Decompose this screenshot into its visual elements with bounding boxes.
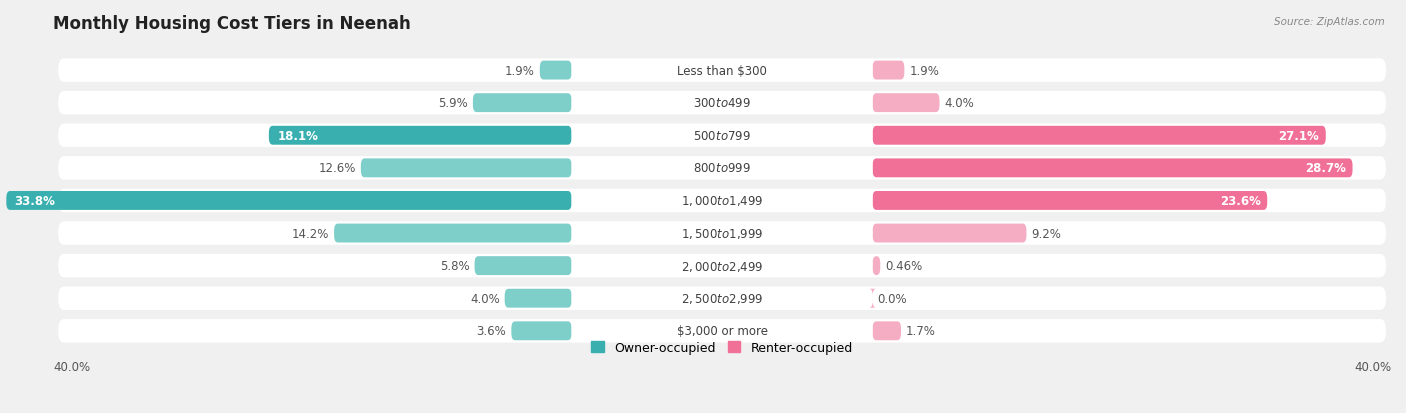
FancyBboxPatch shape bbox=[873, 62, 904, 81]
FancyBboxPatch shape bbox=[572, 62, 873, 81]
Text: 12.6%: 12.6% bbox=[318, 162, 356, 175]
FancyBboxPatch shape bbox=[869, 289, 876, 308]
FancyBboxPatch shape bbox=[873, 192, 1267, 210]
Text: Monthly Housing Cost Tiers in Neenah: Monthly Housing Cost Tiers in Neenah bbox=[53, 15, 411, 33]
FancyBboxPatch shape bbox=[572, 224, 873, 243]
Text: 4.0%: 4.0% bbox=[945, 97, 974, 110]
Text: $300 to $499: $300 to $499 bbox=[693, 97, 751, 110]
Text: 28.7%: 28.7% bbox=[1305, 162, 1346, 175]
FancyBboxPatch shape bbox=[472, 94, 572, 113]
Text: 4.0%: 4.0% bbox=[470, 292, 499, 305]
FancyBboxPatch shape bbox=[58, 124, 1386, 147]
FancyBboxPatch shape bbox=[572, 256, 873, 275]
Text: 0.0%: 0.0% bbox=[877, 292, 907, 305]
FancyBboxPatch shape bbox=[572, 289, 873, 308]
FancyBboxPatch shape bbox=[572, 192, 873, 210]
FancyBboxPatch shape bbox=[6, 192, 572, 210]
FancyBboxPatch shape bbox=[269, 126, 572, 145]
FancyBboxPatch shape bbox=[58, 254, 1386, 278]
Text: $1,000 to $1,499: $1,000 to $1,499 bbox=[681, 194, 763, 208]
Text: 23.6%: 23.6% bbox=[1219, 195, 1261, 207]
FancyBboxPatch shape bbox=[58, 157, 1386, 180]
FancyBboxPatch shape bbox=[873, 224, 1026, 243]
FancyBboxPatch shape bbox=[361, 159, 572, 178]
Text: $2,500 to $2,999: $2,500 to $2,999 bbox=[681, 292, 763, 306]
Text: 1.7%: 1.7% bbox=[905, 325, 936, 337]
Text: 3.6%: 3.6% bbox=[477, 325, 506, 337]
Text: 33.8%: 33.8% bbox=[14, 195, 56, 207]
Text: 1.9%: 1.9% bbox=[505, 64, 534, 77]
Text: 1.9%: 1.9% bbox=[910, 64, 939, 77]
Text: $3,000 or more: $3,000 or more bbox=[676, 325, 768, 337]
FancyBboxPatch shape bbox=[873, 94, 939, 113]
Text: 5.9%: 5.9% bbox=[439, 97, 468, 110]
Text: 40.0%: 40.0% bbox=[1354, 360, 1391, 373]
Text: $500 to $799: $500 to $799 bbox=[693, 129, 751, 142]
Text: 40.0%: 40.0% bbox=[53, 360, 90, 373]
FancyBboxPatch shape bbox=[572, 126, 873, 145]
Text: $1,500 to $1,999: $1,500 to $1,999 bbox=[681, 226, 763, 240]
Text: 9.2%: 9.2% bbox=[1032, 227, 1062, 240]
FancyBboxPatch shape bbox=[335, 224, 572, 243]
Text: Less than $300: Less than $300 bbox=[678, 64, 768, 77]
FancyBboxPatch shape bbox=[873, 159, 1353, 178]
FancyBboxPatch shape bbox=[540, 62, 572, 81]
FancyBboxPatch shape bbox=[58, 189, 1386, 213]
FancyBboxPatch shape bbox=[58, 222, 1386, 245]
Text: $800 to $999: $800 to $999 bbox=[693, 162, 751, 175]
Text: $2,000 to $2,499: $2,000 to $2,499 bbox=[681, 259, 763, 273]
FancyBboxPatch shape bbox=[873, 322, 901, 340]
Text: 14.2%: 14.2% bbox=[291, 227, 329, 240]
Text: 18.1%: 18.1% bbox=[277, 129, 318, 142]
FancyBboxPatch shape bbox=[58, 319, 1386, 343]
FancyBboxPatch shape bbox=[512, 322, 572, 340]
Text: Source: ZipAtlas.com: Source: ZipAtlas.com bbox=[1274, 17, 1385, 26]
FancyBboxPatch shape bbox=[58, 59, 1386, 83]
FancyBboxPatch shape bbox=[873, 126, 1326, 145]
FancyBboxPatch shape bbox=[58, 92, 1386, 115]
FancyBboxPatch shape bbox=[505, 289, 572, 308]
FancyBboxPatch shape bbox=[873, 256, 880, 275]
FancyBboxPatch shape bbox=[572, 322, 873, 340]
FancyBboxPatch shape bbox=[572, 94, 873, 113]
Text: 0.46%: 0.46% bbox=[886, 259, 922, 273]
Text: 27.1%: 27.1% bbox=[1278, 129, 1319, 142]
Legend: Owner-occupied, Renter-occupied: Owner-occupied, Renter-occupied bbox=[586, 336, 858, 359]
FancyBboxPatch shape bbox=[475, 256, 572, 275]
Text: 5.8%: 5.8% bbox=[440, 259, 470, 273]
FancyBboxPatch shape bbox=[572, 159, 873, 178]
FancyBboxPatch shape bbox=[58, 287, 1386, 310]
